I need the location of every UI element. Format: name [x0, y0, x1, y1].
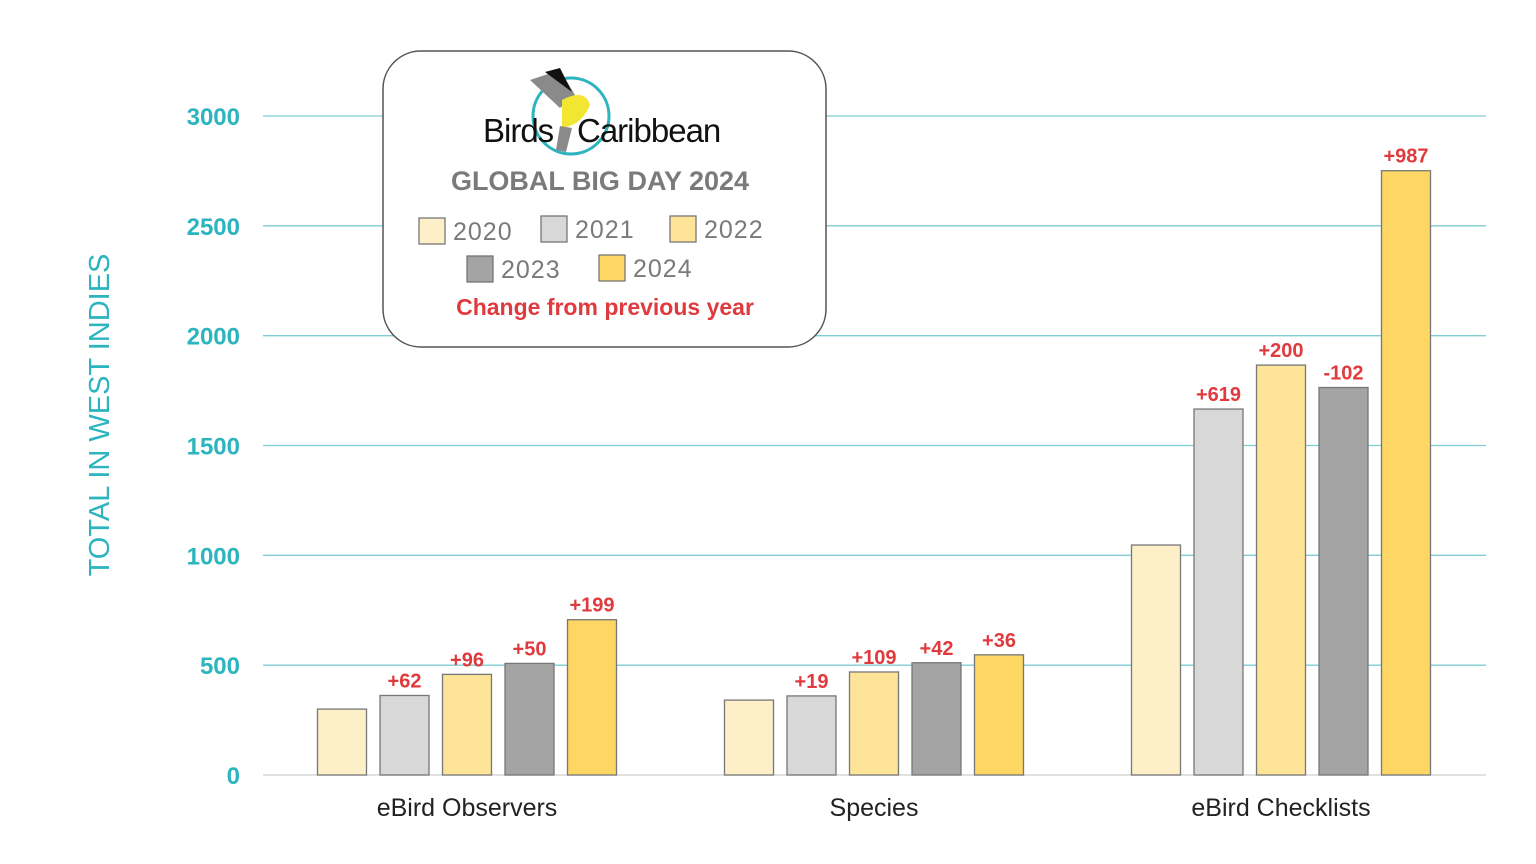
- legend-item: 2023: [466, 255, 561, 284]
- bar: [1255, 364, 1307, 776]
- data-label: +199: [569, 595, 614, 617]
- bar: [441, 673, 493, 776]
- y-tick-label: 2000: [187, 324, 240, 351]
- data-label: +19: [795, 671, 829, 693]
- legend-swatch: [598, 254, 626, 282]
- bar: [1130, 544, 1182, 776]
- data-label: +109: [851, 647, 896, 669]
- y-tick-label: 0: [227, 763, 240, 790]
- data-label: +62: [388, 670, 422, 692]
- legend-label: 2021: [575, 216, 635, 244]
- bar: [316, 708, 368, 776]
- bar: [566, 619, 618, 776]
- x-tick-label: eBird Checklists: [1191, 794, 1370, 822]
- bar: [973, 654, 1025, 776]
- y-tick-label: 500: [200, 653, 240, 680]
- bar: [911, 662, 962, 776]
- bar: [1193, 408, 1244, 776]
- x-tick-label: eBird Observers: [377, 794, 558, 822]
- legend-swatch: [669, 215, 697, 243]
- legend-label: 2022: [704, 216, 764, 244]
- bar: [1318, 386, 1369, 776]
- x-tick-label: Species: [830, 794, 919, 822]
- svg-text:Caribbean: Caribbean: [577, 112, 720, 149]
- category-labels: eBird Observers Species eBird Checklists: [377, 794, 1371, 822]
- change-note: Change from previous year: [456, 294, 754, 320]
- bar: [1380, 170, 1432, 776]
- legend-label: 2023: [501, 256, 561, 284]
- bar: [723, 699, 775, 776]
- legend-label: 2020: [453, 218, 513, 246]
- brand-logo: Birds Caribbean: [483, 68, 721, 156]
- data-label: +42: [920, 638, 954, 660]
- legend-swatch: [418, 217, 446, 245]
- legend-item: 2020: [418, 217, 513, 246]
- bar: [504, 662, 555, 776]
- legend: 2020 2021 2022 2023 2024: [418, 215, 764, 284]
- y-axis-label: TOTAL IN WEST INDIES: [84, 254, 116, 577]
- data-label: +36: [982, 630, 1016, 652]
- bars: +62 +96 +50 +199 +19 +109 +42 +36 +619 +200 -102 +9…: [316, 146, 1432, 776]
- data-label: +96: [450, 649, 484, 671]
- bar: [379, 694, 430, 776]
- data-label: +50: [513, 638, 547, 660]
- y-tick-label: 1000: [187, 543, 240, 570]
- data-label: +200: [1258, 340, 1303, 362]
- chart-title: GLOBAL BIG DAY 2024: [451, 166, 749, 196]
- y-tick-label: 1500: [187, 434, 240, 461]
- y-tick-label: 3000: [187, 104, 240, 131]
- bar: [786, 695, 837, 776]
- legend-item: 2024: [598, 254, 693, 283]
- legend-label: 2024: [633, 255, 693, 283]
- legend-swatch: [466, 255, 494, 283]
- data-label: -102: [1323, 363, 1363, 385]
- y-tick-label: 2500: [187, 214, 240, 241]
- legend-box: Birds Caribbean GLOBAL BIG DAY 2024 2020…: [382, 50, 827, 348]
- legend-item: 2021: [540, 215, 635, 244]
- data-label: +619: [1196, 384, 1241, 406]
- legend-item: 2022: [669, 215, 764, 244]
- bar: [848, 671, 900, 776]
- data-label: +987: [1383, 146, 1428, 168]
- svg-text:Birds: Birds: [483, 112, 554, 149]
- legend-swatch: [540, 215, 568, 243]
- y-axis-ticks: 0 500 1000 1500 2000 2500 3000: [187, 104, 240, 790]
